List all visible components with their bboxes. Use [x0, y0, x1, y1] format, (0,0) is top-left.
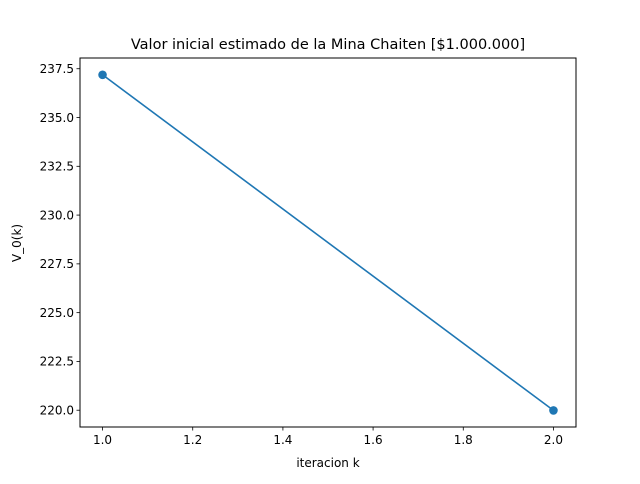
y-axis-ticks: 220.0 222.5 225.0 227.5 230.0 232.5 235.0 237.5: [40, 62, 80, 418]
plot-area-frame: [79, 57, 577, 428]
series-layer: [98, 70, 558, 415]
x-tick-label: 1.8: [454, 433, 473, 447]
y-axis-label: V_0(k): [10, 224, 24, 262]
x-tick-label: 1.4: [273, 433, 292, 447]
x-tick-label: 1.6: [364, 433, 383, 447]
x-tick-label: 2.0: [544, 433, 563, 447]
x-tick-label: 1.0: [93, 433, 112, 447]
y-tick-label: 230.0: [40, 208, 74, 222]
y-tick-label: 235.0: [40, 111, 74, 125]
data-point-marker: [549, 406, 558, 415]
y-tick-label: 225.0: [40, 306, 74, 320]
y-tick-label: 227.5: [40, 257, 74, 271]
y-tick-label: 232.5: [40, 160, 74, 174]
x-axis-label: iteracion k: [296, 456, 359, 470]
y-tick-label: 222.5: [40, 355, 74, 369]
x-axis-ticks: 1.0 1.2 1.4 1.6 1.8 2.0: [93, 427, 563, 447]
y-tick-label: 220.0: [40, 404, 74, 418]
y-tick-label: 237.5: [40, 62, 74, 76]
series-line: [102, 74, 554, 412]
data-point-marker: [98, 70, 107, 80]
chart-title: Valor inicial estimado de la Mina Chaite…: [131, 37, 525, 53]
x-tick-label: 1.2: [183, 433, 202, 447]
